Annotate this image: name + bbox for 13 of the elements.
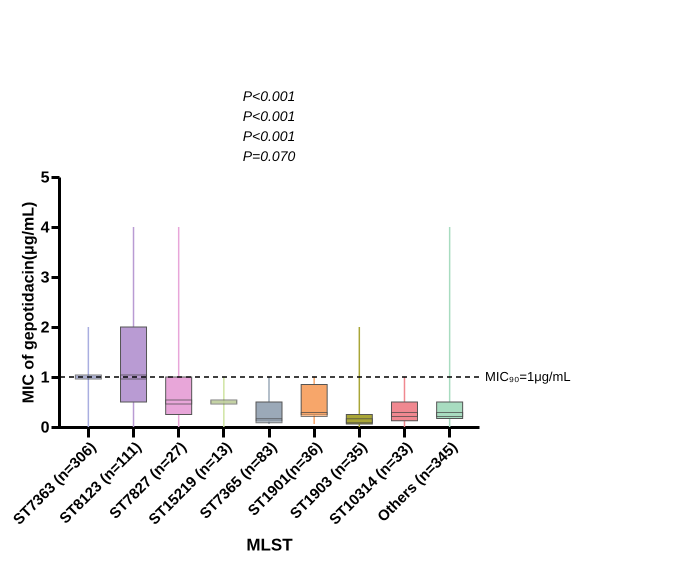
text: P<0.001 [242,88,296,104]
x-axis-title: MLST [246,536,294,555]
y-tick-label: 0 [40,420,50,436]
text: P<0.001 [242,128,296,144]
text: P=0.070 [242,148,296,164]
y-tick-label: 3 [40,270,50,286]
y-tick-label: 4 [40,220,50,236]
ref-line-label: MIC₉₀=1μg/mL [485,369,571,384]
y-axis-title: MIC of gepotidacin(μg/mL) [20,202,38,404]
text: P<0.001 [242,108,296,124]
y-tick-label: 5 [40,170,50,186]
y-tick-label: 2 [40,320,50,336]
y-tick-label: 1 [40,370,50,386]
